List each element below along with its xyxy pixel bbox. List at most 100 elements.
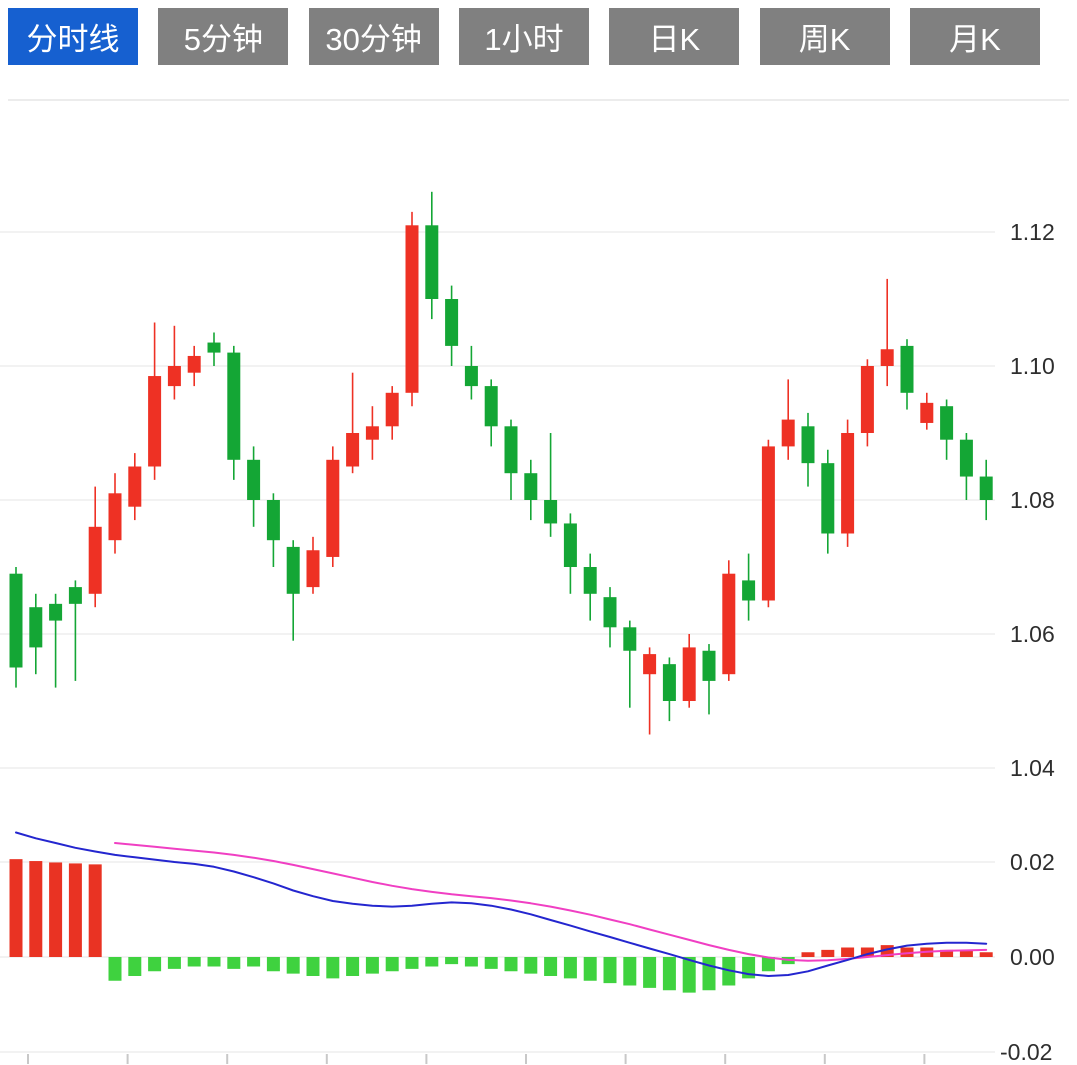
macd-histogram-bar — [821, 949, 835, 957]
candle-body — [900, 345, 914, 393]
candle-body — [742, 580, 756, 601]
macd-histogram-bar — [108, 957, 122, 981]
price-axis-label: 1.04 — [1010, 755, 1055, 781]
candle-body — [266, 500, 280, 541]
macd-histogram-bar — [68, 863, 82, 957]
candle-body — [227, 352, 241, 460]
candle-body — [801, 426, 815, 464]
candle-body — [583, 567, 597, 594]
candle-body — [623, 627, 637, 651]
macd-histogram-bar — [207, 957, 221, 967]
candle-body — [504, 426, 518, 474]
macd-histogram-bar — [761, 957, 775, 972]
macd-histogram-bar — [148, 957, 162, 972]
candle-body — [702, 650, 716, 681]
macd-axis-label: 0.00 — [1010, 944, 1055, 970]
macd-histogram-bar — [959, 949, 973, 957]
macd-histogram-bar — [29, 861, 43, 957]
macd-histogram-bar — [425, 957, 439, 967]
macd-histogram-bar — [544, 957, 558, 976]
candle-body — [524, 473, 538, 500]
macd-histogram-bar — [662, 957, 676, 991]
macd-histogram-bar — [643, 957, 657, 988]
macd-histogram-bar — [682, 957, 696, 993]
candle-body — [29, 607, 43, 648]
timeframe-tab-5[interactable]: 日K — [609, 8, 740, 65]
candle-body — [68, 587, 82, 604]
timeframe-tab-3[interactable]: 30分钟 — [308, 8, 439, 65]
timeframe-tab-1[interactable]: 分时线 — [8, 8, 138, 65]
candle-body — [880, 349, 894, 366]
candle-body — [959, 439, 973, 477]
candle-body — [88, 526, 102, 594]
candle-body — [643, 654, 657, 675]
candle-body — [940, 406, 954, 440]
macd-histogram-bar — [841, 947, 855, 957]
macd-histogram-bar — [266, 957, 280, 972]
candle-body — [722, 573, 736, 675]
candle-body — [425, 225, 439, 299]
macd-histogram-bar — [583, 957, 597, 981]
macd-histogram-bar — [49, 862, 63, 957]
macd-histogram-bar — [940, 949, 954, 957]
macd-histogram-bar — [88, 864, 102, 957]
candle-body — [187, 355, 201, 373]
price-axis-label: 1.08 — [1010, 487, 1055, 513]
macd-histogram-bar — [563, 957, 577, 979]
candle-body — [385, 392, 399, 427]
candle-body — [445, 299, 459, 346]
candle-body — [682, 647, 696, 701]
candle-body — [405, 225, 419, 393]
macd-histogram-bar — [464, 957, 478, 967]
candle-body — [860, 366, 874, 433]
candle-body — [920, 402, 934, 423]
timeframe-tab-2[interactable]: 5分钟 — [158, 8, 289, 65]
macd-histogram-bar — [445, 957, 459, 965]
macd-histogram-bar — [306, 957, 320, 976]
macd-histogram-bar — [346, 957, 360, 976]
macd-histogram-bar — [702, 957, 716, 991]
timeframe-tabbar: 分时线 5分钟 30分钟 1小时 日K 周K 月K — [8, 8, 1040, 65]
candle-body — [128, 466, 142, 507]
candle-body — [148, 376, 162, 467]
macd-histogram-bar — [524, 957, 538, 974]
macd-histogram-bar — [286, 957, 300, 974]
macd-axis-label: -0.02 — [1000, 1039, 1052, 1065]
price-axis-label: 1.12 — [1010, 219, 1055, 245]
macd-histogram-bar — [385, 957, 399, 972]
candle-body — [662, 664, 676, 701]
macd-axis-label: 0.02 — [1010, 849, 1055, 875]
macd-dea-line — [114, 842, 988, 962]
candle-body — [286, 546, 300, 594]
candle-body — [464, 366, 478, 387]
macd-histogram-bar — [247, 957, 261, 967]
candle-body — [346, 433, 360, 467]
candle-body — [108, 493, 122, 541]
macd-histogram-bar — [880, 945, 894, 957]
candle-body — [247, 459, 261, 500]
macd-histogram-bar — [623, 957, 637, 986]
macd-histogram-bar — [326, 957, 340, 979]
macd-histogram-bar — [484, 957, 498, 969]
timeframe-tab-4[interactable]: 1小时 — [458, 8, 589, 65]
timeframe-tab-6[interactable]: 周K — [759, 8, 890, 65]
candle-body — [207, 342, 221, 353]
macd-dif-line — [15, 831, 988, 977]
macd-histogram-bar — [227, 957, 241, 969]
macd-histogram-bar — [405, 957, 419, 969]
macd-histogram-bar — [128, 957, 142, 976]
candle-body — [326, 459, 340, 557]
macd-histogram-bar — [9, 859, 23, 957]
macd-histogram-bar — [187, 957, 201, 967]
candle-body — [306, 550, 320, 588]
macd-histogram-bar — [167, 957, 181, 969]
macd-histogram-bar — [860, 947, 874, 957]
macd-histogram-bar — [365, 957, 379, 974]
candle-body — [484, 386, 498, 427]
timeframe-tab-7[interactable]: 月K — [909, 8, 1040, 65]
macd-histogram-bar — [979, 952, 993, 957]
macd-histogram-bar — [801, 952, 815, 957]
macd-histogram-bar — [603, 957, 617, 984]
price-axis-label: 1.10 — [1010, 353, 1055, 379]
candle-body — [365, 426, 379, 440]
